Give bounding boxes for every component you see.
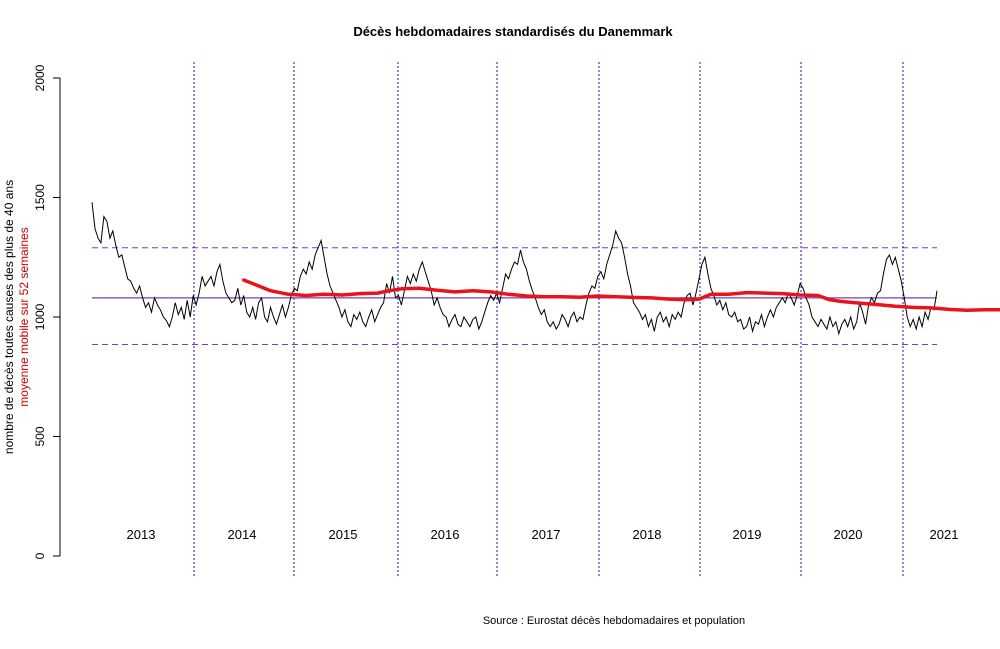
y-axis-label: nombre de décès toutes causes des plus d… <box>2 180 16 454</box>
y-tick-label: 1000 <box>33 303 47 330</box>
year-labels: 2013 2014 2015 2016 2017 2018 2019 2020 2021 <box>127 527 959 542</box>
y-tick-label: 0 <box>33 552 47 559</box>
year-label: 2015 <box>329 527 358 542</box>
y-tick-label-group: 500 <box>33 426 47 446</box>
y-tick-label-group: 1000 <box>33 303 47 330</box>
chart-title: Décès hebdomadaires standardisés du Dane… <box>353 24 673 39</box>
year-label: 2018 <box>633 527 662 542</box>
y-tick-label-group: 1500 <box>33 184 47 211</box>
weekly-deaths-series <box>91 202 938 336</box>
y-tick-label: 2000 <box>33 64 47 91</box>
moving-average-line <box>241 278 1000 313</box>
source-note: Source : Eurostat décès hebdomadaires et… <box>483 615 745 627</box>
weekly-deaths-line <box>91 202 938 336</box>
y-tick-label: 1500 <box>33 184 47 211</box>
year-label: 2021 <box>930 527 959 542</box>
y-axis: 0 500 1000 1500 2000 <box>33 64 61 559</box>
y-tick-label-group: 2000 <box>33 64 47 91</box>
year-label: 2014 <box>228 527 257 542</box>
y-tick-label: 500 <box>33 426 47 446</box>
year-label: 2016 <box>431 527 460 542</box>
moving-average-series <box>241 278 1000 313</box>
year-separators <box>193 62 904 576</box>
year-label: 2020 <box>834 527 863 542</box>
year-label: 2019 <box>733 527 762 542</box>
y-tick-label-group: 0 <box>33 552 47 559</box>
year-label: 2017 <box>532 527 561 542</box>
year-label: 2013 <box>127 527 156 542</box>
y-axis-label-secondary: moyenne mobile sur 52 semaines <box>17 227 31 406</box>
